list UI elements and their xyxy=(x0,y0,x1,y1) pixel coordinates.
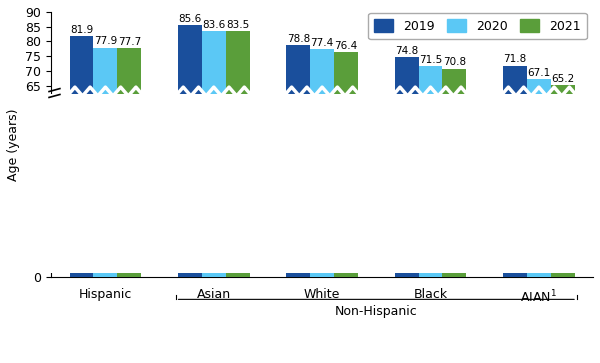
Legend: 2019, 2020, 2021: 2019, 2020, 2021 xyxy=(368,13,587,39)
Text: Black: Black xyxy=(413,289,448,301)
Text: 71.8: 71.8 xyxy=(503,54,527,64)
Text: Non-Hispanic: Non-Hispanic xyxy=(335,305,418,318)
Text: 81.9: 81.9 xyxy=(70,25,93,34)
Text: 65.2: 65.2 xyxy=(551,74,574,84)
Bar xyxy=(58,94,587,273)
Text: 83.6: 83.6 xyxy=(202,20,226,30)
Bar xyxy=(29,94,106,273)
Text: 77.4: 77.4 xyxy=(311,38,334,48)
Bar xyxy=(334,52,358,277)
Bar xyxy=(202,31,226,277)
Text: 70.8: 70.8 xyxy=(443,57,466,68)
Bar xyxy=(286,45,310,277)
Bar xyxy=(310,49,334,277)
Text: 77.7: 77.7 xyxy=(118,37,141,47)
Y-axis label: Age (years): Age (years) xyxy=(7,108,20,181)
Text: 83.5: 83.5 xyxy=(226,20,249,30)
Text: 71.5: 71.5 xyxy=(419,55,442,65)
Text: 78.8: 78.8 xyxy=(287,34,310,44)
Bar xyxy=(395,57,419,277)
Text: 77.9: 77.9 xyxy=(94,36,117,46)
Bar xyxy=(226,31,250,277)
Text: Hispanic: Hispanic xyxy=(79,289,132,301)
Text: 85.6: 85.6 xyxy=(178,14,202,24)
Bar xyxy=(419,66,442,277)
Bar xyxy=(70,36,94,277)
Bar xyxy=(503,66,527,277)
Bar xyxy=(442,69,466,277)
Bar xyxy=(178,25,202,277)
Text: White: White xyxy=(304,289,340,301)
Text: 67.1: 67.1 xyxy=(527,68,550,78)
Text: Asian: Asian xyxy=(197,289,231,301)
Text: 74.8: 74.8 xyxy=(395,46,418,56)
Bar xyxy=(118,48,141,277)
Bar xyxy=(94,48,118,277)
Text: 76.4: 76.4 xyxy=(334,41,358,51)
Text: AIAN$^1$: AIAN$^1$ xyxy=(520,289,557,305)
Bar xyxy=(527,79,551,277)
Bar xyxy=(551,85,575,277)
